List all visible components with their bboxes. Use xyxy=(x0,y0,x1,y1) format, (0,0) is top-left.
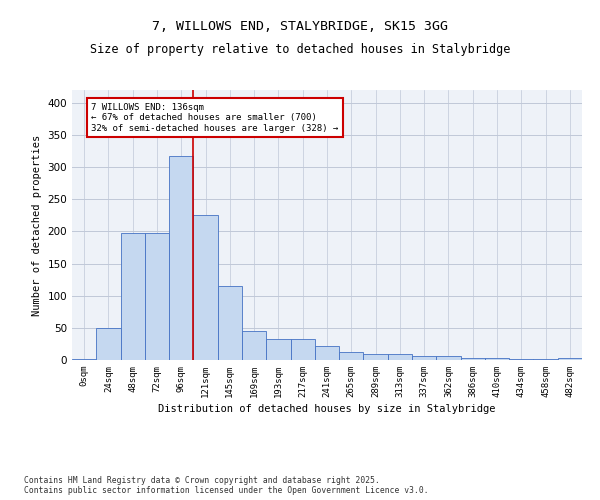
Bar xyxy=(145,234,169,360)
Bar xyxy=(290,339,315,360)
Text: 7 WILLOWS END: 136sqm
← 67% of detached houses are smaller (700)
32% of semi-det: 7 WILLOWS END: 136sqm ← 67% of detached … xyxy=(91,103,338,132)
Bar xyxy=(485,358,509,360)
Bar xyxy=(412,356,436,360)
Text: 7, WILLOWS END, STALYBRIDGE, SK15 3GG: 7, WILLOWS END, STALYBRIDGE, SK15 3GG xyxy=(152,20,448,33)
Bar xyxy=(364,354,388,360)
Bar xyxy=(121,234,145,360)
X-axis label: Distribution of detached houses by size in Stalybridge: Distribution of detached houses by size … xyxy=(158,404,496,414)
Text: Contains HM Land Registry data © Crown copyright and database right 2025.
Contai: Contains HM Land Registry data © Crown c… xyxy=(24,476,428,495)
Bar xyxy=(193,216,218,360)
Bar xyxy=(169,156,193,360)
Bar xyxy=(436,356,461,360)
Bar xyxy=(218,286,242,360)
Bar xyxy=(96,328,121,360)
Bar xyxy=(315,346,339,360)
Bar xyxy=(388,354,412,360)
Bar xyxy=(266,339,290,360)
Y-axis label: Number of detached properties: Number of detached properties xyxy=(32,134,42,316)
Bar xyxy=(339,352,364,360)
Bar xyxy=(461,358,485,360)
Bar xyxy=(72,358,96,360)
Bar xyxy=(242,331,266,360)
Bar xyxy=(558,358,582,360)
Text: Size of property relative to detached houses in Stalybridge: Size of property relative to detached ho… xyxy=(90,42,510,56)
